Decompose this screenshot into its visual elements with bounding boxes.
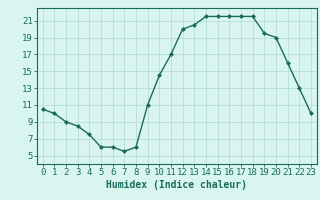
X-axis label: Humidex (Indice chaleur): Humidex (Indice chaleur): [106, 180, 247, 190]
